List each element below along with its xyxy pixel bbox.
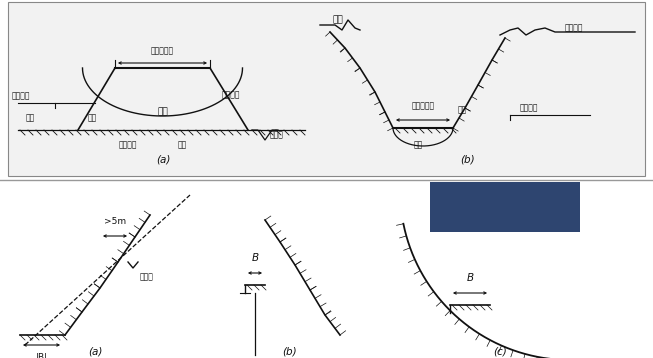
Text: 侧构: 侧构 [458, 106, 468, 115]
Text: 路基面宽度: 路基面宽度 [411, 101, 434, 110]
Text: 取土坑: 取土坑 [270, 131, 284, 140]
Bar [8, 2, 645, 176]
Text: (b): (b) [460, 155, 475, 165]
Text: 填土: 填土 [157, 107, 168, 116]
Text: 天沟: 天沟 [332, 15, 343, 24]
Text: >5m: >5m [104, 217, 126, 226]
Text: 自然地面: 自然地面 [565, 24, 584, 33]
Text: (c): (c) [493, 347, 507, 357]
Text: (a): (a) [156, 155, 170, 165]
Text: 自然地面: 自然地面 [119, 140, 137, 149]
Text: 地基: 地基 [178, 140, 187, 149]
Text: 护道: 护道 [88, 113, 97, 122]
Text: 设计标高: 设计标高 [12, 91, 31, 100]
Text: B: B [466, 273, 473, 283]
Text: 地基: 地基 [413, 140, 422, 149]
Text: (a): (a) [88, 347, 102, 357]
Text: (b): (b) [283, 347, 297, 357]
Bar [430, 182, 580, 232]
Text: 路堤边坡: 路堤边坡 [222, 91, 240, 100]
Text: 设计标高: 设计标高 [520, 103, 539, 112]
Text: |B|: |B| [36, 353, 48, 358]
Text: 路基面宽度: 路基面宽度 [151, 46, 174, 55]
Text: B: B [251, 253, 259, 263]
Text: 侧构: 侧构 [25, 113, 35, 122]
Text: 截水沟: 截水沟 [140, 272, 154, 281]
